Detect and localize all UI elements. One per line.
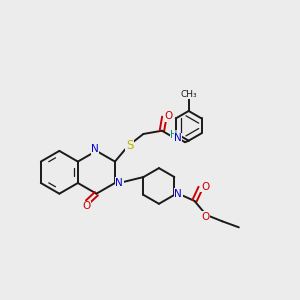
Text: N: N [174, 189, 182, 199]
Text: CH₃: CH₃ [180, 90, 197, 99]
Text: O: O [164, 111, 172, 121]
Text: O: O [201, 182, 209, 191]
Text: H: H [170, 130, 178, 140]
Text: S: S [126, 139, 134, 152]
Text: O: O [201, 212, 210, 221]
Text: N: N [174, 133, 182, 143]
Text: N: N [91, 144, 99, 154]
Text: O: O [82, 201, 90, 211]
Text: N: N [115, 178, 123, 188]
